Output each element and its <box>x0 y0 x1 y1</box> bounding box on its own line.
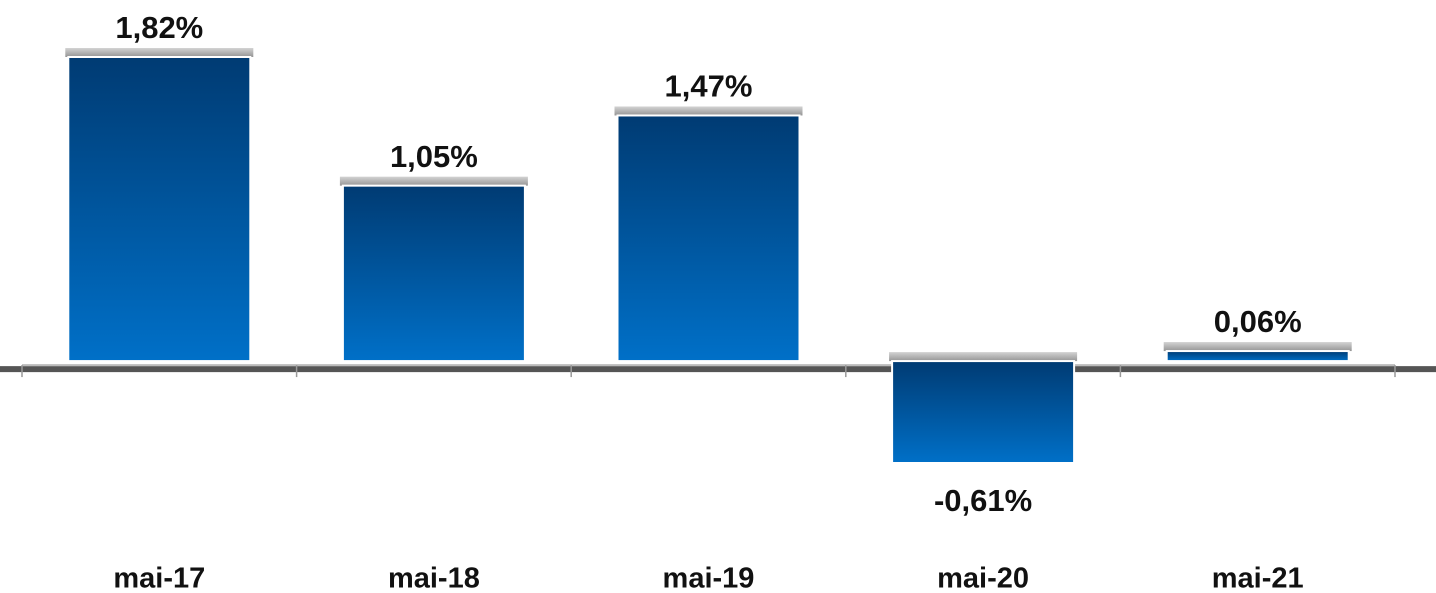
bar <box>891 360 1076 464</box>
bar-shadow <box>614 106 803 116</box>
x-tick-label: mai-21 <box>1212 563 1304 593</box>
x-tick-label: mai-18 <box>388 563 480 593</box>
data-label: 1,05% <box>390 139 478 174</box>
bar-shadow <box>889 352 1078 362</box>
x-tick-label: mai-19 <box>663 563 755 593</box>
x-tick-label: mai-20 <box>937 563 1029 593</box>
data-label: 0,06% <box>1214 304 1302 339</box>
bar <box>616 114 801 363</box>
bar <box>1165 350 1350 363</box>
bar-shadow <box>1163 342 1352 352</box>
bar-shadow <box>339 176 528 186</box>
x-tick-label: mai-17 <box>113 563 205 593</box>
bar-shadow <box>65 48 254 57</box>
data-label: -0,61% <box>934 483 1032 518</box>
bar <box>341 184 526 363</box>
data-label: 1,82% <box>115 10 203 45</box>
data-label: 1,47% <box>665 69 753 104</box>
bar <box>67 56 252 363</box>
